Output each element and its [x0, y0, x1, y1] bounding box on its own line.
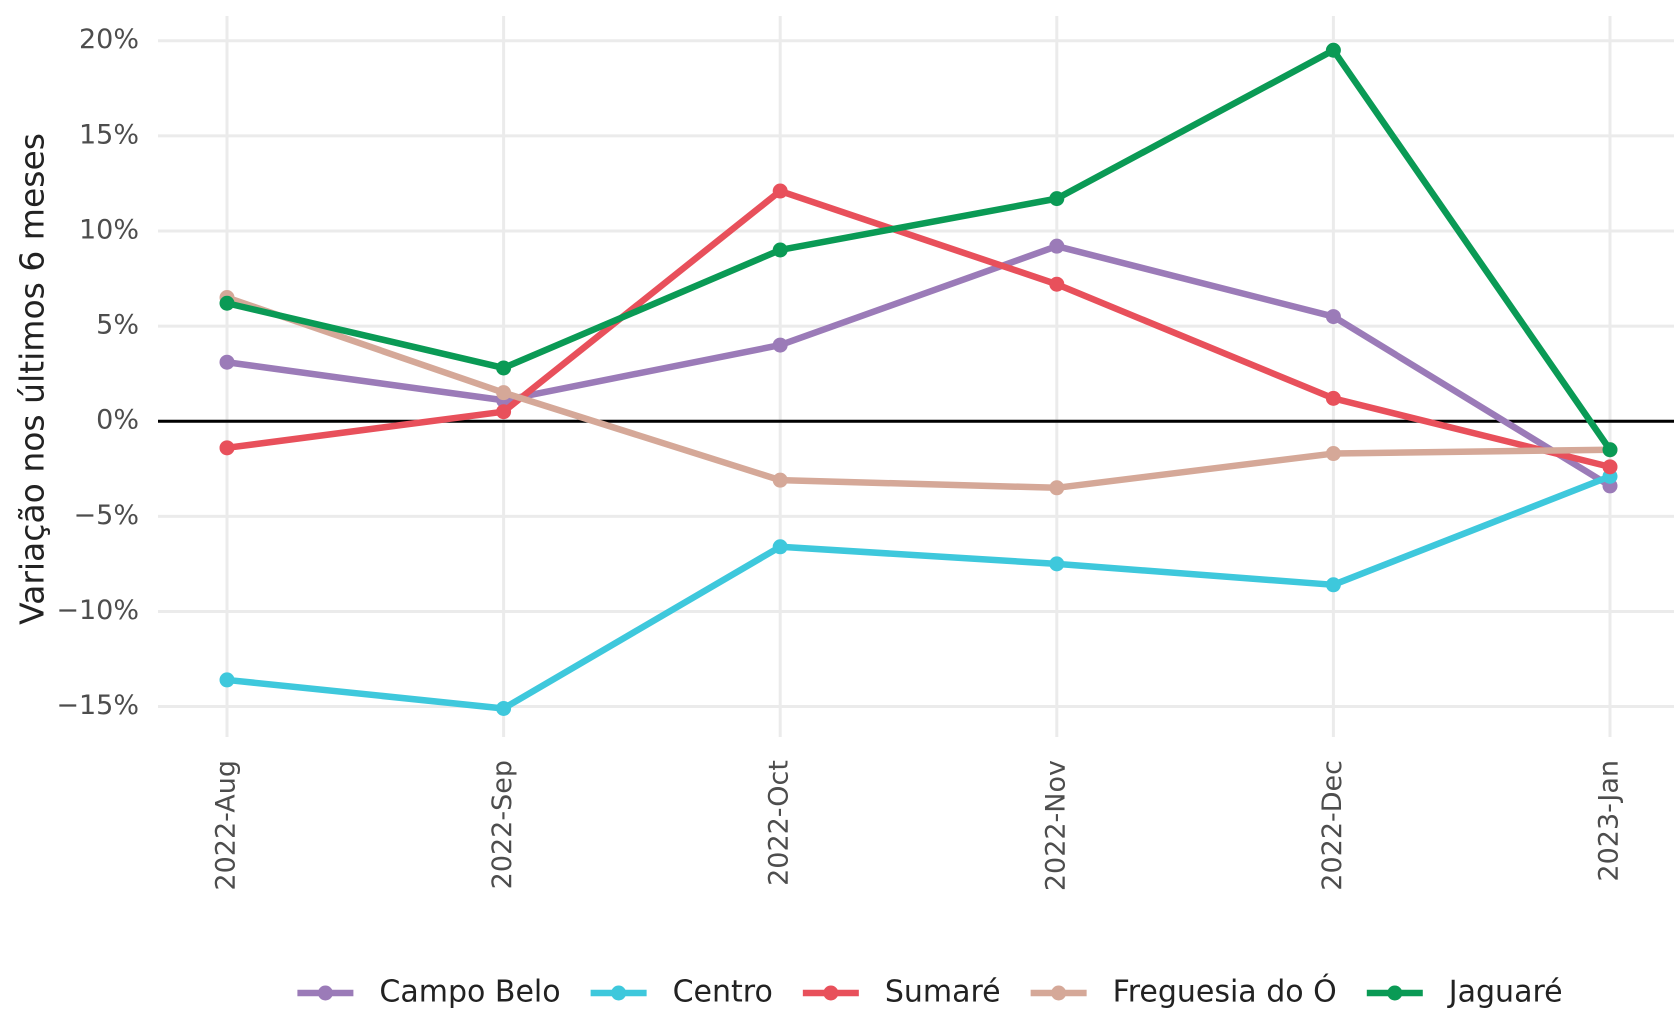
- legend-dot: [317, 985, 333, 1001]
- point: [1049, 480, 1065, 496]
- point: [1602, 442, 1618, 458]
- point: [772, 539, 788, 555]
- x-tick-label: 2022-Oct: [764, 760, 795, 886]
- legend-label: Freguesia do Ó: [1113, 973, 1337, 1010]
- y-tick-label: 5%: [96, 310, 139, 341]
- x-tick-label: 2022-Aug: [211, 760, 242, 891]
- legend-dot: [611, 985, 627, 1001]
- point: [1049, 276, 1065, 292]
- point: [1325, 390, 1341, 406]
- legend-item: Campo Belo: [297, 975, 561, 1010]
- legend-dot: [1051, 985, 1067, 1001]
- y-tick-label: 10%: [79, 214, 139, 245]
- y-tick-label: 20%: [79, 24, 139, 55]
- point: [1602, 459, 1618, 475]
- y-axis-label: Variação nos últimos 6 meses: [13, 133, 52, 625]
- y-tick-label: −15%: [56, 690, 139, 721]
- point: [496, 360, 512, 376]
- point: [1049, 191, 1065, 207]
- point: [219, 295, 235, 311]
- series-line: [226, 187, 1611, 471]
- legend-label: Jaguaré: [1447, 975, 1563, 1010]
- y-tick-label: −5%: [74, 500, 139, 531]
- x-tick-label: 2023-Jan: [1594, 760, 1625, 882]
- legend-dot: [1387, 985, 1403, 1001]
- y-tick-label: 0%: [96, 405, 139, 436]
- point: [772, 183, 788, 199]
- series-line: [226, 473, 1612, 712]
- point: [219, 672, 235, 688]
- x-tick-label: 2022-Nov: [1040, 760, 1071, 891]
- legend-item: Sumaré: [802, 975, 1001, 1010]
- point: [1049, 238, 1065, 254]
- y-tick-label: 15%: [79, 119, 139, 150]
- point: [772, 242, 788, 258]
- point: [219, 440, 235, 456]
- point: [1325, 42, 1341, 58]
- legend-dot: [823, 985, 839, 1001]
- legend-item: Centro: [590, 975, 773, 1010]
- series-line: [225, 294, 1611, 492]
- legend-label: Campo Belo: [379, 975, 560, 1010]
- series-line: [226, 46, 1613, 452]
- legend-label: Centro: [673, 975, 773, 1010]
- point: [1325, 577, 1341, 593]
- legend-item: Jaguaré: [1366, 975, 1563, 1010]
- legend-label: Sumaré: [885, 975, 1001, 1010]
- point: [772, 472, 788, 488]
- series-line: [226, 242, 1612, 489]
- x-tick-label: 2022-Sep: [487, 760, 518, 889]
- point: [496, 700, 512, 716]
- point: [1325, 309, 1341, 325]
- legend-item: Freguesia do Ó: [1030, 973, 1337, 1010]
- point: [1325, 446, 1341, 462]
- point: [772, 337, 788, 353]
- point: [1049, 556, 1065, 572]
- point: [219, 354, 235, 370]
- x-tick-label: 2022-Dec: [1317, 760, 1348, 891]
- y-tick-label: −10%: [56, 595, 139, 626]
- point: [496, 385, 512, 401]
- point: [496, 404, 512, 420]
